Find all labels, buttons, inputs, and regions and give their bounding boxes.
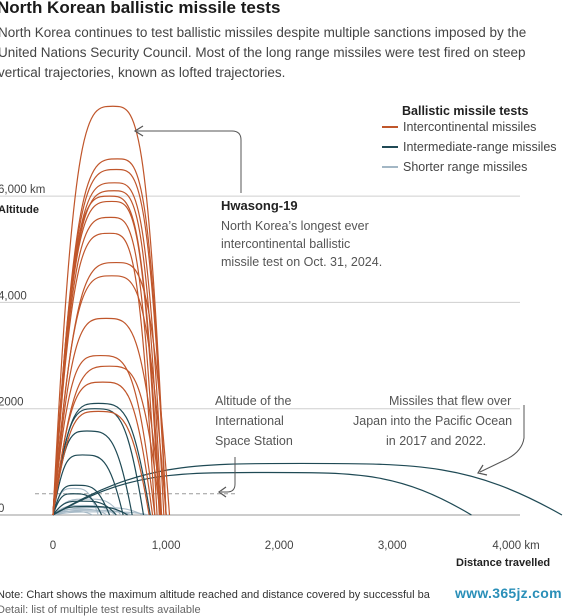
- irbm-trajectory: [52, 462, 563, 516]
- irbm-trajectory: [52, 484, 111, 516]
- tick-labels: 6,000 km 4,000 2000 0 Altitude 0 1,000 2,000 3,0…: [0, 184, 550, 569]
- x-tick-label: 3,000: [378, 540, 407, 552]
- footnote: Note: Chart shows the maximum altitude r…: [0, 589, 430, 601]
- icbm-trajectory: [52, 354, 156, 516]
- irbm-trajectory: [52, 408, 145, 516]
- legend-label: Intermediate-range missiles: [403, 140, 557, 154]
- footnote-detail: Detail: list of multiple test results av…: [0, 604, 201, 616]
- irbm-trajectory: [52, 454, 124, 516]
- y-tick-label: 2000: [0, 397, 24, 409]
- annotation-title: Hwasong-19: [221, 198, 298, 213]
- icbm-trajectory: [52, 317, 163, 516]
- annotation-leader: [479, 405, 525, 473]
- icbm-trajectory: [52, 105, 167, 516]
- x-tick-label: 4,000 km: [492, 540, 539, 552]
- annotation-text: in 2017 and 2022.: [386, 434, 486, 448]
- icbm-trajectory: [52, 195, 162, 516]
- subtitle: North Korea continues to test ballistic …: [0, 23, 576, 83]
- icbm-trajectory: [52, 275, 167, 516]
- annotation-text: intercontinental ballistic: [221, 237, 350, 251]
- icbm-trajectory: [52, 365, 162, 516]
- page-title: North Korean ballistic missile tests: [0, 0, 281, 17]
- icbm-trajectory: [52, 381, 154, 516]
- srbm-trajectory: [52, 504, 116, 516]
- annotation-text: missile test on Oct. 31, 2024.: [221, 255, 382, 269]
- legend-label: Shorter range missiles: [403, 160, 527, 174]
- x-axis-label: Distance travelled: [456, 557, 550, 569]
- irbm-trajectory: [52, 500, 117, 516]
- annotation-text: Japan into the Pacific Ocean: [353, 414, 512, 428]
- x-tick-label: 2,000: [265, 540, 294, 552]
- legend: Ballistic missile tests Intercontinental …: [382, 104, 557, 174]
- annotation-leader: [137, 130, 242, 193]
- annotation-text: Space Station: [215, 434, 293, 448]
- icbm-trajectory: [52, 200, 160, 516]
- annotation-text: Altitude of the: [215, 394, 291, 408]
- annotation-text: Missiles that flew over: [389, 394, 511, 408]
- x-tick-label: 1,000: [152, 540, 181, 552]
- annotation-text: North Korea’s longest ever: [221, 219, 369, 233]
- subtitle-line: United Nations Security Council. Most of…: [0, 45, 526, 60]
- annotations: Hwasong-19 North Korea’s longest ever inte…: [133, 125, 525, 498]
- y-tick-label: 0: [0, 503, 4, 515]
- y-axis-label: Altitude: [0, 204, 39, 216]
- irbm-trajectory: [52, 471, 472, 516]
- arrowhead-icon: [133, 125, 144, 137]
- y-tick-label: 6,000 km: [0, 184, 45, 196]
- x-tick-label: 0: [50, 540, 56, 552]
- icbm-trajectory: [52, 410, 150, 516]
- subtitle-line: North Korea continues to test ballistic …: [0, 25, 527, 40]
- icbm-trajectory: [52, 232, 156, 516]
- y-tick-label: 4,000: [0, 290, 27, 302]
- arrowhead-icon: [217, 486, 227, 498]
- legend-label: Intercontinental missiles: [403, 120, 536, 134]
- icbm-trajectory: [52, 158, 167, 516]
- arrowhead-icon: [477, 464, 488, 476]
- annotation-leader: [221, 457, 236, 493]
- subtitle-line: vertical trajectories, known as lofted t…: [0, 65, 286, 80]
- legend-title: Ballistic missile tests: [402, 104, 529, 118]
- trajectories: [52, 105, 563, 516]
- annotation-text: International: [215, 414, 284, 428]
- watermark: www.365jz.com: [453, 585, 564, 601]
